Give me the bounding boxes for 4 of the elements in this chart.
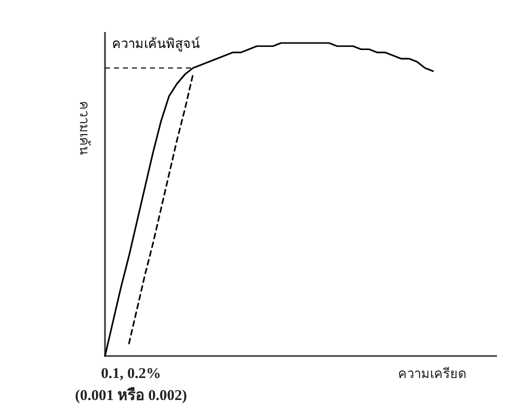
x-axis-title: ความเครียด bbox=[398, 366, 466, 382]
text: 0.1, 0.2% (0.001 หรือ 0.002) bbox=[75, 366, 187, 404]
y-axis-title: ความเค้น bbox=[76, 101, 91, 155]
ref-line-label: ความเค้นพิสูจน์ bbox=[112, 36, 200, 52]
